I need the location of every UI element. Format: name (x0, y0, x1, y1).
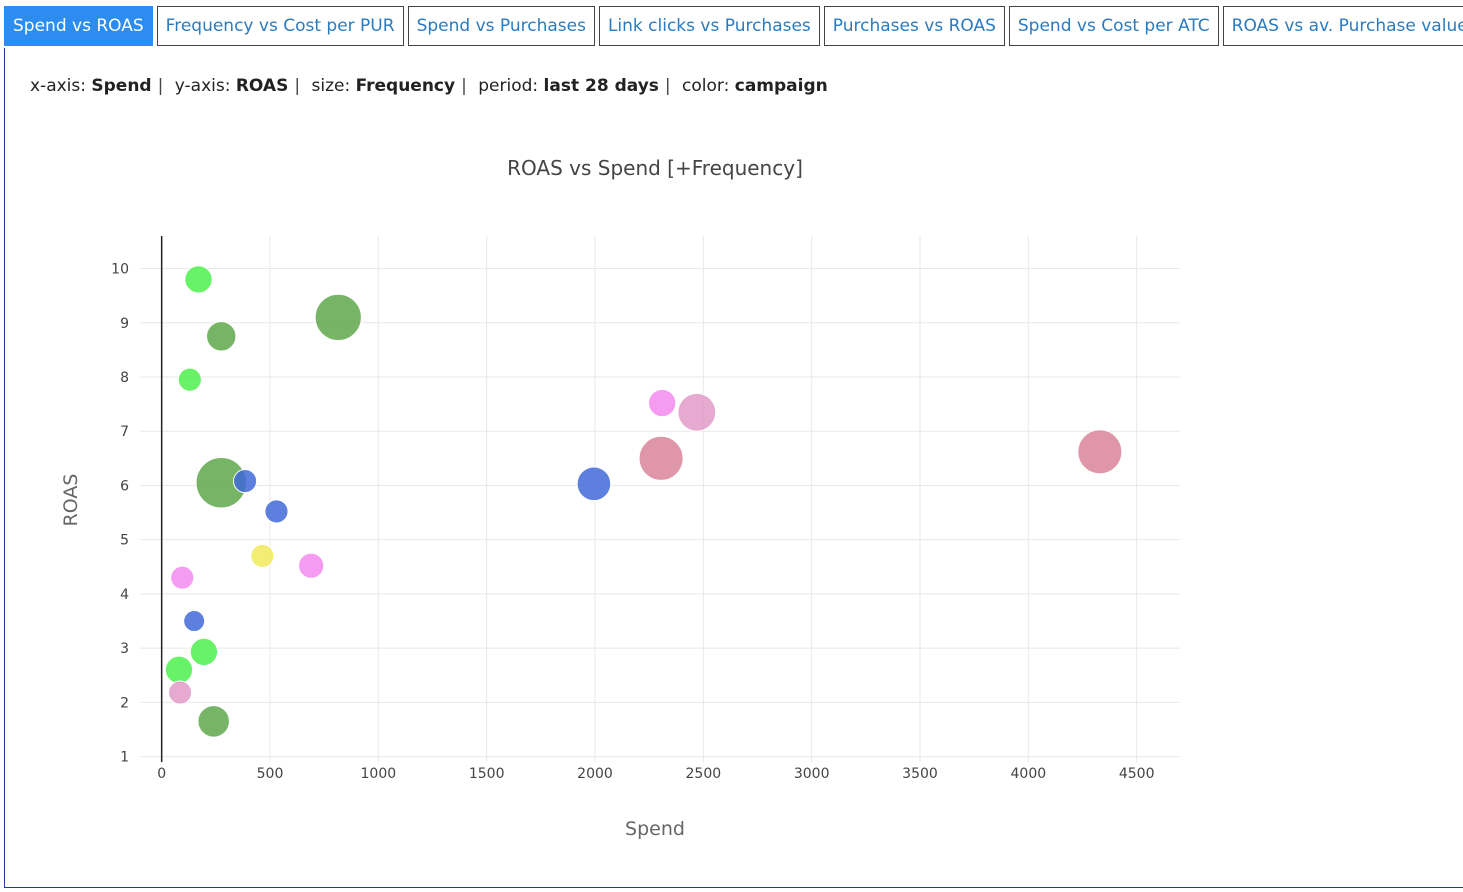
y-tick-label: 4 (120, 587, 129, 603)
data-point[interactable] (197, 705, 230, 738)
data-point[interactable] (298, 552, 325, 579)
x-axis-label: x-axis: (30, 76, 86, 96)
period-value: last 28 days (543, 76, 659, 96)
chart-panel (4, 48, 1463, 888)
x-tick-label: 4000 (1011, 766, 1047, 782)
size-label: size: (311, 76, 351, 96)
y-tick-label: 7 (120, 424, 129, 440)
tab-spend-vs-purchases[interactable]: Spend vs Purchases (407, 6, 595, 46)
data-point[interactable] (206, 321, 237, 352)
x-tick-label: 3500 (902, 766, 938, 782)
data-points (164, 265, 1123, 738)
data-point[interactable] (164, 655, 194, 684)
y-tick-label: 1 (120, 750, 129, 766)
x-tick-label: 0 (157, 766, 166, 782)
x-axis-value: Spend (91, 76, 152, 96)
tab-purchases-vs-roas[interactable]: Purchases vs ROAS (823, 6, 1005, 46)
y-tick-label: 10 (111, 262, 129, 278)
data-point[interactable] (170, 565, 195, 590)
chart-grid (140, 236, 1180, 762)
data-point[interactable] (183, 610, 206, 633)
data-point[interactable] (189, 637, 219, 667)
y-axis-label: y-axis: (174, 76, 231, 96)
size-value: Frequency (355, 76, 456, 96)
color-value: campaign (734, 76, 828, 96)
x-tick-label: 1500 (469, 766, 505, 782)
data-point[interactable] (677, 392, 717, 432)
chart-tabs: Spend vs ROAS Frequency vs Cost per PUR Sp… (4, 6, 1463, 48)
x-axis-title: Spend (625, 818, 685, 840)
data-point[interactable] (314, 293, 362, 341)
y-tick-label: 5 (120, 533, 129, 549)
data-point[interactable] (184, 265, 213, 294)
y-tick-label: 2 (120, 695, 129, 711)
tab-roas-vs-av-purchase-value[interactable]: ROAS vs av. Purchase value (1222, 6, 1463, 46)
data-point[interactable] (264, 499, 289, 524)
data-point[interactable] (638, 435, 684, 481)
y-tick-label: 8 (120, 370, 129, 386)
data-point[interactable] (250, 543, 275, 568)
tab-link-clicks-vs-purchases[interactable]: Link clicks vs Purchases (598, 6, 820, 46)
chart-info-bar: x-axis: Spend | y-axis: ROAS | size: Frequ… (30, 76, 828, 96)
data-point[interactable] (168, 680, 193, 705)
y-tick-label: 6 (120, 478, 129, 494)
y-axis-ticks: 1 2 3 4 5 6 7 8 9 10 (111, 262, 129, 766)
y-axis-title: ROAS (60, 474, 82, 527)
x-tick-label: 2000 (577, 766, 613, 782)
x-tick-label: 1000 (361, 766, 397, 782)
color-label: color: (682, 76, 730, 96)
period-label: period: (478, 76, 539, 96)
tab-spend-vs-cost-per-atc[interactable]: Spend vs Cost per ATC (1008, 6, 1219, 46)
x-axis-ticks: 0 500 1000 1500 2000 2500 3000 3500 4000 4500 (157, 766, 1154, 782)
x-tick-label: 2500 (686, 766, 722, 782)
y-axis-value: ROAS (235, 76, 289, 96)
data-point[interactable] (233, 469, 258, 494)
data-point[interactable] (648, 388, 677, 418)
y-tick-label: 9 (120, 316, 129, 332)
data-point[interactable] (1077, 429, 1123, 475)
tab-spend-vs-roas[interactable]: Spend vs ROAS (4, 6, 153, 46)
data-point[interactable] (576, 466, 612, 502)
x-tick-label: 3000 (794, 766, 830, 782)
x-tick-label: 500 (257, 766, 284, 782)
tab-frequency-vs-cost-per-pur[interactable]: Frequency vs Cost per PUR (156, 6, 404, 46)
x-tick-label: 4500 (1119, 766, 1155, 782)
data-point[interactable] (177, 367, 202, 392)
y-tick-label: 3 (120, 641, 129, 657)
chart-title: ROAS vs Spend [+Frequency] (507, 156, 803, 180)
